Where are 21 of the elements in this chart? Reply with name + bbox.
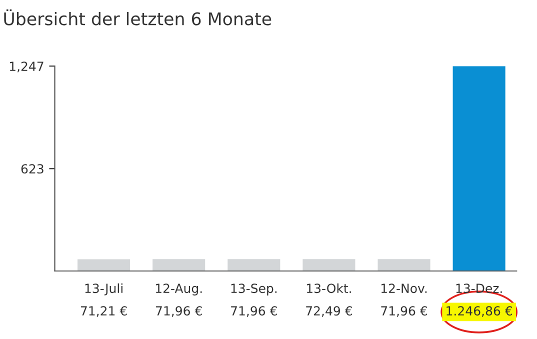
x-tick-label: 13-Okt. <box>306 283 351 294</box>
bar <box>228 259 280 271</box>
x-tick-label: 13-Juli <box>85 283 122 296</box>
chart-title: Übersicht der letzten 6 Monate <box>4 9 272 26</box>
x-tick-label: 13-Sep. <box>231 284 277 296</box>
bar <box>78 259 130 271</box>
data-label: 72,49 € <box>306 306 352 317</box>
bar <box>302 259 356 271</box>
data-label: 71,21 € <box>80 306 127 317</box>
bar <box>152 259 206 271</box>
data-label: 71,96 € <box>381 306 428 317</box>
data-label: 71,96 € <box>231 306 277 317</box>
x-tick-label: 12-Aug. <box>156 284 202 296</box>
bar <box>452 66 506 271</box>
y-tick-label: 1,247 <box>10 62 44 72</box>
x-tick-label: 13-Dez. <box>456 284 502 294</box>
data-label: 71,96 € <box>156 306 202 317</box>
y-tick-label: 623 <box>21 164 44 174</box>
bar <box>378 259 430 271</box>
x-tick-label: 12-Nov. <box>381 284 427 294</box>
data-label: 1.246,86 € <box>446 306 512 317</box>
